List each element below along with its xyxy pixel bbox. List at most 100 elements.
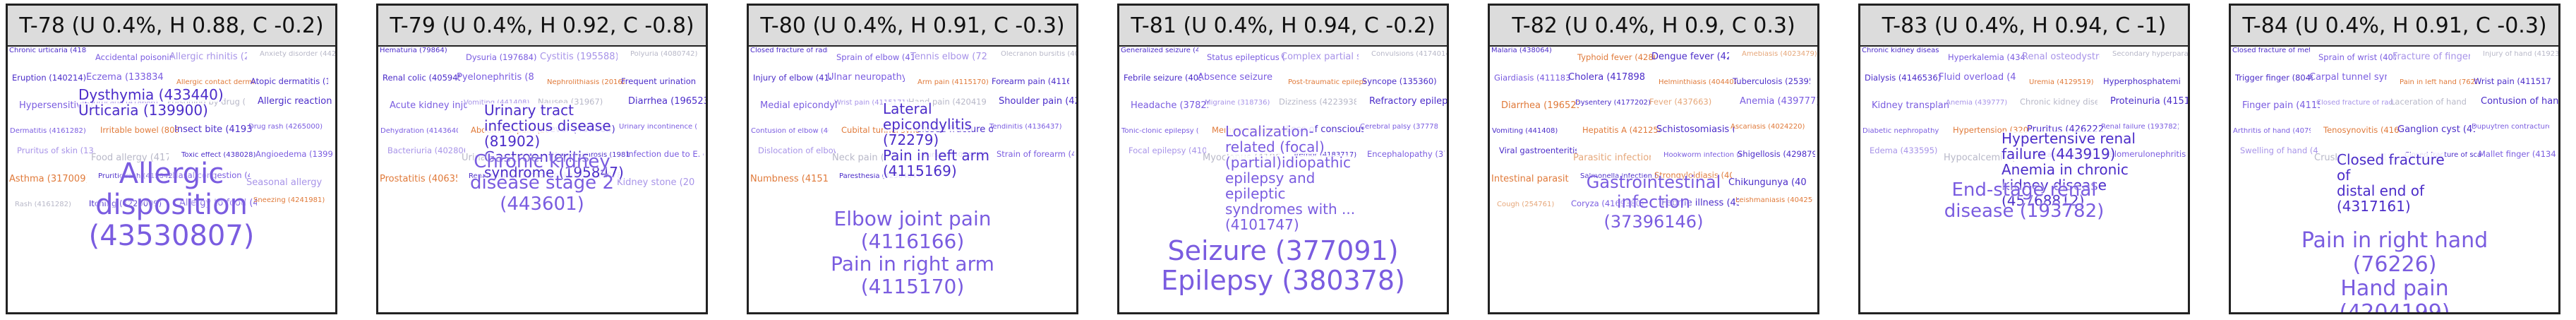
panel-4: T-81 (U 0.4%, H 0.94, C -0.2) Generalized…: [1117, 4, 1449, 314]
cloud-word-small: Renal colic (4059452): [383, 74, 460, 83]
word-cloud: Hematuria (79864) Dysuria (197684) Cystiti…: [378, 47, 706, 312]
cloud-word-small: Hematuria (79864): [380, 47, 447, 54]
cloud-word-small: Cerebral palsy (377788): [1360, 124, 1438, 131]
cloud-word-large: Allergic: [119, 158, 224, 190]
cloud-word-large: Pain in right hand: [2301, 228, 2488, 253]
cloud-word-small: Medial epicondylitis (4084153): [760, 101, 838, 111]
cloud-word-small: Complex partial seizure (4098295): [1281, 52, 1359, 61]
cloud-word-medium: Closed fracture: [2337, 151, 2445, 168]
cloud-word-large: disposition: [95, 189, 248, 221]
cloud-word-small: Secondary hyperparathyroidism (4193862): [2112, 51, 2188, 58]
cloud-word-large: End-stage renal: [1951, 179, 2097, 201]
cloud-word-small: Drug rash (4265000): [248, 124, 323, 131]
cloud-word-large: Elbow joint pain: [833, 207, 992, 230]
cloud-word-small: Pyelonephritis (81902): [457, 73, 534, 83]
cloud-word-small: Itching (4220009): [89, 199, 162, 208]
cloud-word-small: Urinary incontinence (197672): [619, 124, 697, 131]
cloud-word-small: Strain of forearm (4146232): [997, 150, 1074, 159]
cloud-word-medium: (72279): [883, 131, 939, 148]
cloud-word-small: Pruritus of skin (135618): [17, 147, 95, 155]
cloud-word-small: Ulnar neuropathy (4179298): [827, 73, 905, 83]
cloud-word-medium: Hypertensive renal: [2002, 130, 2136, 147]
cloud-word-small: Uremia (4129519): [2029, 79, 2094, 87]
cloud-word-small: Tenosynovitis (4167391): [2323, 126, 2401, 135]
cloud-word-small: Trigger finger (80492): [2235, 74, 2313, 83]
cloud-word-small: Acute kidney injury (197320): [390, 101, 467, 111]
cloud-word-small: Hypertension (320128): [1953, 126, 2030, 135]
cloud-word-small: Tendinitis (4136437): [989, 124, 1062, 131]
cloud-word-large: (37396146): [1603, 212, 1704, 232]
cloud-word-small: Hydronephrosis (198185): [552, 152, 630, 160]
cloud-word-large: (76226): [2352, 252, 2437, 277]
cloud-word-medium: (81902): [484, 133, 541, 150]
cloud-word-small: Dermatitis (4161282): [10, 128, 86, 136]
panel-title: T-78 (U 0.4%, H 0.88, C -0.2): [8, 6, 335, 47]
cloud-word-small: Infection due to E. coli (4080664): [626, 150, 704, 159]
panel-title: T-79 (U 0.4%, H 0.92, C -0.8): [378, 6, 706, 47]
cloud-word-large: disease (193782): [1944, 201, 2105, 222]
cloud-word-small: Mallet finger (4134121): [2479, 150, 2556, 159]
cloud-word-small: Injury of elbow (4146195): [753, 74, 831, 83]
cloud-word-large: Hand pain: [2340, 276, 2449, 301]
cloud-word-small: Contusion of elbow (4084220): [751, 128, 829, 136]
cloud-word-medium: (45768812): [2002, 192, 2085, 209]
word-cloud: Closed fracture of radius (4159823) Sprai…: [749, 47, 1076, 312]
cloud-word-small: Dehydration (4143640): [380, 128, 458, 136]
cloud-word-medium: related (focal): [1225, 138, 1325, 155]
cloud-word-small: Shoulder pain (4213162): [999, 97, 1076, 107]
word-cloud: Malaria (438064)Typhoid fever (4286203)D…: [1490, 47, 1817, 312]
cloud-word-small: Carpal tunnel syndrome (380094): [2309, 73, 2387, 83]
cloud-word-medium: (partial)idiopathic: [1225, 154, 1352, 171]
cloud-word-medium: epileptic: [1225, 185, 1286, 202]
cloud-word-small: Allergic contact dermatitis (45766214): [176, 79, 254, 87]
cloud-word-small: Accidental poisoning (4166181): [95, 54, 173, 62]
cloud-word-small: Strongyloidiasis (4023238): [1654, 171, 1732, 179]
cloud-word-small: Shigellosis (4298795): [1738, 150, 1815, 159]
cloud-word-small: Status epilepticus (4029495): [1207, 54, 1284, 62]
cloud-word-small: Hookworm infection (4024238): [1663, 152, 1741, 160]
cloud-word-small: Vomiting (441408): [464, 100, 529, 107]
cloud-word-small: Chronic kidney disease (46271022): [2020, 98, 2097, 107]
cloud-word-small: Absence seizure (4029498): [1198, 73, 1275, 83]
cloud-word-large: (43530807): [88, 220, 255, 252]
cloud-word-large: (4116166): [860, 230, 965, 253]
cloud-word-large: Pain in right arm: [831, 252, 994, 275]
cloud-word-small: Allergy to food (4048171): [179, 198, 257, 208]
cloud-word-large: (443601): [500, 194, 584, 215]
cloud-word-small: Asthma (317009): [9, 174, 87, 184]
cloud-word-medium: epicondylitis: [883, 116, 972, 133]
cloud-word-small: Post-traumatic epilepsy (4111830): [1288, 79, 1366, 87]
cloud-word-small: Irritable bowel (80809): [100, 126, 178, 135]
cloud-word-medium: Urticaria (139900): [78, 102, 208, 119]
cloud-word-small: Eruption (140214): [12, 74, 87, 83]
cloud-word-small: Renal failure (193782): [2101, 124, 2179, 131]
cloud-word-small: Headache (378253): [1131, 101, 1208, 111]
cloud-word-small: Arm pain (4115170): [917, 79, 989, 87]
cloud-word-small: Sneezing (4241981): [253, 196, 325, 204]
cloud-word-small: Nausea (31967): [538, 98, 603, 107]
cloud-word-small: Closed fracture of radius (4159823): [2316, 100, 2394, 107]
panel-7: T-84 (U 0.4%, H 0.91, C -0.3) Closed frac…: [2229, 4, 2560, 314]
cloud-word-small: Finger pain (4115168): [2242, 101, 2320, 111]
cloud-word-small: Salmonella infection (4194234): [1580, 172, 1658, 180]
cloud-word-small: Kidney transplant (4322471): [1872, 101, 1949, 111]
cloud-word-small: Atopic dermatitis (133834): [251, 78, 328, 86]
panel-1: T-78 (U 0.4%, H 0.88, C -0.2) Chronic urt…: [6, 4, 337, 314]
cloud-word-small: Parasitic infection (432545): [1573, 153, 1651, 163]
panel-5: T-82 (U 0.4%, H 0.9, C 0.3) Malaria (4380…: [1488, 4, 1819, 314]
cloud-word-small: Poisoning by drug (438027): [167, 98, 245, 107]
cloud-word-medium: infectious disease: [484, 117, 611, 134]
cloud-word-small: Dysuria (197684): [466, 54, 537, 62]
cloud-word-small: Generalized seizure (4029498): [1121, 47, 1198, 54]
cloud-word-small: Contusion of hand (4083990): [2481, 97, 2558, 107]
cloud-word-small: Allergic rhinitis (257007): [169, 52, 247, 61]
cloud-word-small: Ganglion cyst (4178429): [2397, 125, 2475, 135]
cloud-word-small: Dislocation of elbow (4184460): [758, 147, 836, 155]
cloud-word-small: Dizziness (4223938): [1279, 98, 1356, 107]
cloud-word-small: Febrile illness (437663): [1661, 198, 1739, 208]
cloud-word-small: Encephalopathy (372892): [1367, 150, 1445, 159]
cloud-word-small: Fluid overload (4115387): [1939, 73, 2016, 83]
cloud-word-small: Fever (437663): [1649, 98, 1712, 107]
cloud-word-small: Leishmaniasis (4042502): [1735, 196, 1813, 204]
panel-title: T-82 (U 0.4%, H 0.9, C 0.3): [1490, 6, 1817, 47]
